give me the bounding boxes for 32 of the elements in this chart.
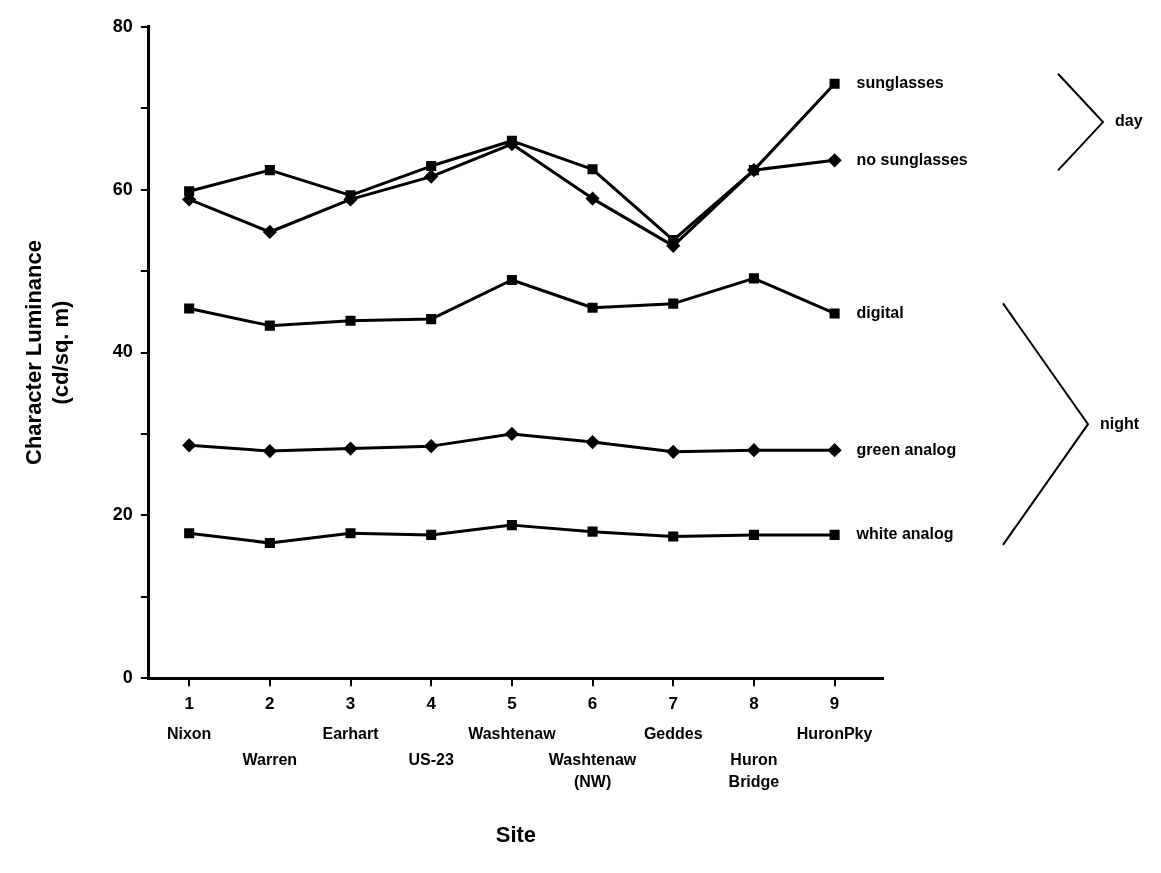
x-tick-label: 9 — [829, 694, 840, 714]
x-tick-label: 2 — [265, 694, 275, 714]
x-tick-label: 6 — [587, 694, 598, 714]
text: night — [1100, 414, 1140, 432]
y-tick-label: 0 — [122, 667, 133, 688]
x-tick-label: 5 — [507, 694, 517, 714]
text: HuronPky — [796, 724, 873, 742]
text: Earhart — [322, 724, 380, 742]
series-label: digital — [856, 303, 904, 321]
text: Washtenaw — [468, 724, 557, 742]
text: Warren — [242, 750, 298, 768]
text: Washtenaw (NW) — [548, 750, 637, 790]
text: Nixon — [166, 724, 212, 742]
y-tick-label: 80 — [112, 15, 133, 36]
text: US-23 — [408, 750, 454, 768]
x-tick-label: 1 — [184, 694, 194, 714]
y-tick-label: 20 — [112, 504, 133, 525]
text: Huron Bridge — [728, 750, 780, 790]
series-label: sunglasses — [856, 74, 944, 92]
series-label: white analog — [855, 525, 954, 543]
y-tick-label: 60 — [112, 178, 133, 199]
series-label: no sunglasses — [856, 150, 968, 168]
x-tick-label: 8 — [749, 694, 759, 714]
text: Geddes — [643, 724, 703, 742]
x-tick-label: 7 — [668, 694, 678, 714]
x-axis-title: Site — [495, 821, 537, 847]
y-tick-label: 40 — [112, 341, 133, 362]
text: day — [1115, 112, 1143, 130]
y-axis-title: Character Luminance (cd/sq. m) — [21, 240, 73, 465]
series-label: green analog — [856, 440, 957, 458]
x-tick-label: 3 — [345, 694, 356, 714]
x-tick-label: 4 — [426, 694, 437, 714]
